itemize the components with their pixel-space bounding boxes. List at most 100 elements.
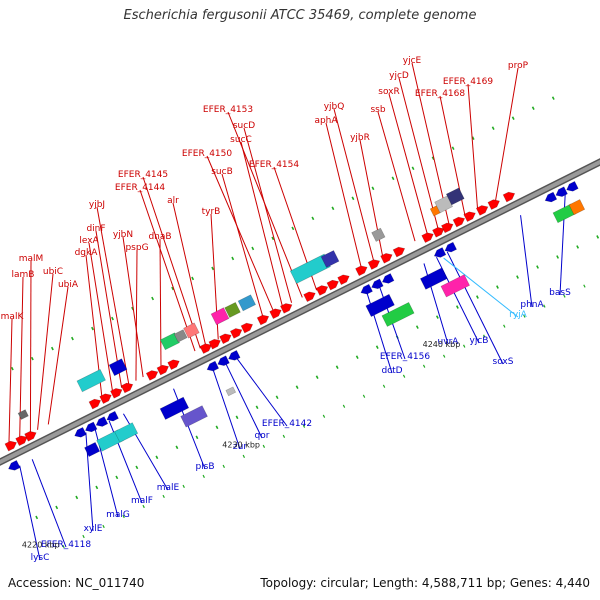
tick-mark	[151, 296, 155, 301]
forward-gene-arrow	[440, 222, 454, 234]
forward-gene-label: malK	[1, 312, 25, 322]
tick-mark	[50, 346, 54, 351]
tick-mark	[222, 464, 225, 468]
leader-line	[411, 62, 450, 225]
tick-mark	[295, 385, 299, 390]
gene-feature-box-shape	[225, 386, 237, 397]
tick-mark	[576, 245, 580, 249]
gene-feature-box-shape	[108, 358, 128, 377]
forward-gene-arrow-shape	[337, 274, 350, 286]
forward-gene-arrow-shape	[120, 382, 134, 394]
forward-gene-arrow	[156, 364, 170, 376]
leader-line	[96, 206, 130, 385]
gene-feature-box	[159, 396, 190, 420]
leader-line	[29, 260, 32, 434]
forward-gene-arrow-shape	[392, 246, 406, 258]
forward-gene-arrow-shape	[240, 322, 254, 334]
forward-gene-arrow-shape	[487, 199, 500, 210]
tick-mark	[551, 96, 555, 100]
tick-mark	[291, 226, 295, 231]
tick-mark	[171, 286, 175, 291]
gene-feature-box-shape	[114, 422, 139, 443]
forward-gene-arrow	[88, 398, 102, 410]
forward-gene-label: alr	[167, 196, 179, 206]
leader-line	[172, 202, 207, 346]
gene-feature-box-shape	[289, 253, 331, 284]
tick-mark	[543, 304, 546, 308]
backbone	[0, 159, 600, 465]
forward-gene-arrow	[280, 303, 293, 314]
leader-line	[206, 155, 275, 312]
forward-gene-arrow	[167, 359, 180, 371]
gene-feature-box	[365, 293, 395, 318]
leader-line	[520, 215, 533, 308]
reverse-gene-arrow	[555, 186, 568, 197]
forward-gene-label: yjbJ	[89, 200, 105, 210]
forward-gene-arrow	[432, 227, 445, 238]
forward-gene-label: yjcD	[389, 71, 409, 81]
forward-gene-arrow-shape	[229, 328, 243, 339]
forward-gene-label: EFER_4169	[443, 77, 493, 87]
tick-mark	[471, 136, 475, 141]
gene-feature-box	[381, 301, 415, 327]
reverse-gene-label: basS	[549, 288, 571, 298]
leader-line	[88, 242, 114, 393]
gene-feature-box	[237, 294, 256, 312]
gene-feature-box-shape	[173, 329, 188, 343]
leader-line	[446, 251, 504, 365]
tick-mark	[302, 424, 306, 428]
gene-features-layer	[4, 180, 586, 471]
reverse-gene-arrow	[360, 283, 373, 295]
forward-gene-arrow-shape	[167, 359, 180, 371]
forward-gene-arrow-shape	[269, 308, 282, 320]
tick-mark	[382, 384, 386, 388]
tick-mark	[142, 504, 145, 509]
forward-gene-arrow-shape	[4, 440, 17, 452]
leader-line	[47, 286, 69, 425]
forward-gene-arrow-shape	[355, 265, 368, 277]
forward-gene-arrow	[380, 253, 393, 264]
reverse-gene-arrow	[444, 241, 458, 253]
tick-mark	[322, 414, 326, 418]
leader-line	[467, 83, 479, 210]
label-leader-lines-layer	[8, 62, 566, 561]
reverse-gene-label: soxS	[493, 357, 514, 367]
leader-line	[221, 173, 264, 318]
forward-gene-arrow-shape	[367, 259, 381, 270]
reverse-gene-label: dctD	[381, 366, 402, 376]
gene-feature-box	[371, 227, 386, 242]
tick-mark	[231, 256, 235, 261]
forward-gene-arrow	[24, 431, 37, 442]
tick-marks-layer	[10, 96, 600, 549]
tick-mark	[211, 266, 215, 271]
gene-feature-box	[434, 195, 453, 214]
reverse-gene-label: malG	[106, 510, 130, 520]
forward-gene-arrow-shape	[208, 338, 221, 350]
gene-feature-box	[224, 301, 241, 318]
forward-gene-arrow	[110, 388, 123, 399]
tick-mark	[516, 275, 519, 279]
reverse-gene-arrow-shape	[217, 355, 230, 366]
tick-mark	[442, 354, 446, 358]
gene-feature-box-shape	[445, 187, 465, 206]
leader-line	[159, 238, 162, 369]
reverse-gene-arrow	[95, 416, 109, 427]
tick-mark	[202, 474, 205, 479]
tick-mark	[235, 415, 239, 420]
reverse-gene-arrow-shape	[8, 460, 21, 471]
forward-gene-arrow-shape	[110, 388, 123, 399]
reverse-gene-arrow-shape	[433, 247, 447, 258]
tick-mark	[511, 116, 515, 120]
reverse-gene-label: lysC	[31, 553, 50, 563]
accession-text: Accession: NC_011740	[8, 576, 145, 590]
forward-gene-label: pspG	[125, 243, 148, 253]
tick-mark	[422, 364, 426, 368]
gene-feature-box-shape	[237, 294, 256, 312]
tick-mark	[271, 236, 275, 241]
forward-gene-label: dinF	[86, 224, 105, 234]
forward-gene-arrow-shape	[99, 393, 112, 405]
tick-mark	[91, 326, 94, 331]
tick-mark	[455, 305, 459, 309]
leader-line	[135, 249, 138, 381]
leader-line	[443, 257, 519, 318]
